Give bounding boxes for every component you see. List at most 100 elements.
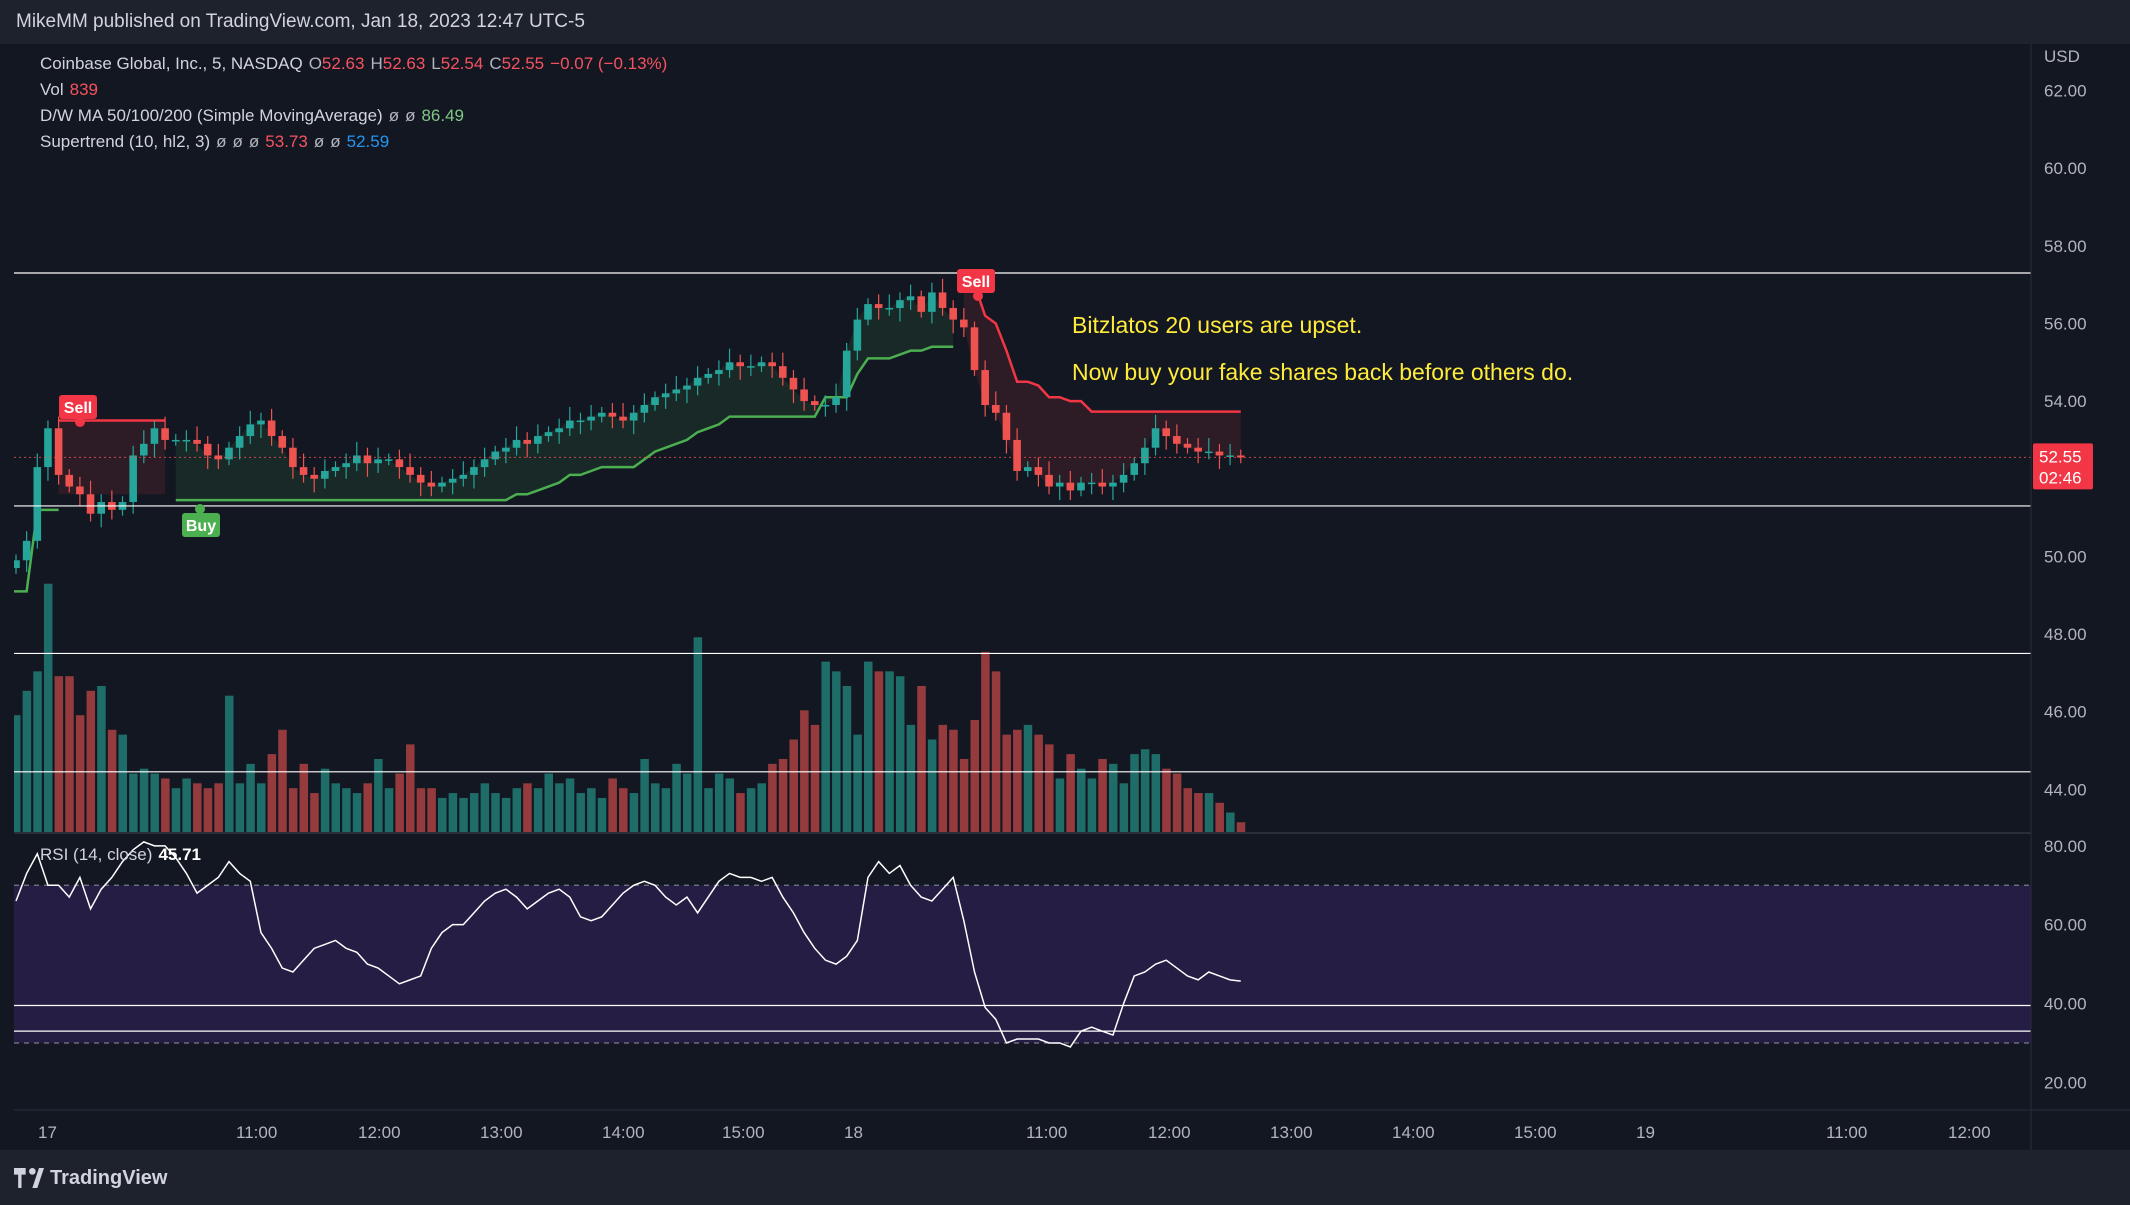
candle-body [896,300,904,308]
candle-body [448,478,457,483]
volume-bar [1151,754,1161,832]
candle-body [1194,447,1202,452]
candle-body [321,470,329,479]
st-empty-3: ø [248,132,260,151]
candle-body [1226,455,1234,457]
time-tick-label: 11:00 [1826,1123,1867,1142]
candle-body [917,296,926,312]
footer-bar: TradingView [0,1150,2130,1205]
candle-body [438,482,446,487]
volume-bar [438,797,447,832]
volume-bar [43,583,53,832]
candle-body [22,540,31,561]
candle-body [576,420,585,423]
candle-body [459,474,468,479]
volume-bar [86,690,96,832]
volume-bar [469,793,479,832]
candle-body [874,304,883,308]
volume-bar [352,793,362,832]
currency-label[interactable]: USD [2044,47,2080,66]
candle-body [683,385,691,390]
rsi-value: 45.71 [158,845,201,864]
ma-label[interactable]: D/W MA 50/100/200 (Simple MovingAverage) [40,106,383,125]
rsi-tick-label: 20.00 [2044,1073,2087,1092]
open-value: 52.63 [321,54,365,73]
volume-bar [981,651,990,832]
volume-bar [1172,773,1182,832]
volume-bar [565,778,575,832]
volume-bar [1162,768,1171,832]
time-tick-label: 19 [1636,1123,1655,1142]
price-tag-box[interactable] [2033,443,2093,490]
low-label: L [431,54,441,73]
annotation-line-1[interactable]: Bitzlatos 20 users are upset. [1072,312,1362,338]
volume-bar [1130,754,1139,832]
open-label: O [308,54,322,73]
volume-bar [864,661,873,832]
candle-body [363,455,372,464]
volume-bar [150,773,159,832]
candle-body [278,436,287,448]
volume-bar [1077,768,1086,832]
candle-body [906,296,915,301]
candle-body [289,447,297,468]
volume-bar [406,744,415,832]
candle-body [406,467,414,475]
volume-bar [171,788,181,832]
volume-bar [320,768,330,832]
volume-bar [416,788,426,832]
volume-bar [139,768,149,832]
volume-bar [544,773,553,832]
supertrend-red-line [963,283,1241,413]
tradingview-logo[interactable]: TradingView [14,1164,167,1192]
candle-body [182,439,191,442]
price-tick-label: 44.00 [2044,780,2087,799]
candle-body [747,366,755,368]
rsi-line [15,841,1241,1048]
time-tick-label: 11:00 [1026,1123,1067,1142]
symbol-title[interactable]: Coinbase Global, Inc., 5, NASDAQ [40,54,303,73]
sell-marker-2[interactable]: Sell [957,269,995,293]
buy-marker[interactable]: Buy [182,513,220,537]
supertrend-label[interactable]: Supertrend (10, hl2, 3) [40,132,211,151]
price-tick-label: 62.00 [2044,82,2087,101]
st-value-blue: 52.59 [346,132,390,151]
annotation-line-2[interactable]: Now buy your fake shares back before oth… [1072,359,1573,385]
volume-bar [917,685,926,832]
candle-body [267,420,276,437]
volume-bar [363,783,372,832]
candle-body [1034,467,1043,475]
candle-body [86,494,95,514]
volume-bar [619,788,628,832]
candle-body [97,502,105,514]
price-tick-label: 58.00 [2044,237,2087,256]
volume-bar [853,734,862,832]
candle-body [651,397,659,406]
volume-bar [1204,793,1214,832]
candle-body [1119,474,1128,483]
candle-body [1023,467,1032,471]
sell-marker-1-box [59,395,97,419]
volume-label[interactable]: Vol [40,80,64,99]
rsi-label[interactable]: RSI (14, close) [40,845,153,864]
time-tick-label: 11:00 [236,1123,277,1142]
ma-value: 86.49 [421,106,465,125]
chart-area[interactable]: USD62.0060.0058.0056.0054.0052.0050.0048… [5,44,2130,1150]
high-label: H [370,54,383,73]
volume-bar [533,788,543,832]
high-value: 52.63 [382,54,426,73]
volume-bar [587,788,596,832]
volume-bar [1013,729,1022,832]
candle-body [1173,436,1181,444]
candle-body [1002,412,1011,440]
candle-body [395,459,404,468]
chart-canvas[interactable]: USD62.0060.0058.0056.0054.0052.0050.0048… [5,44,2130,1150]
candle-body [512,439,521,448]
volume-bar [629,793,639,832]
candle-body [374,459,382,464]
candle-body [544,432,553,437]
sell-marker-1[interactable]: Sell [59,395,97,419]
volume-bar [129,773,138,832]
volume-bar [832,671,841,832]
volume-bar [800,710,809,832]
